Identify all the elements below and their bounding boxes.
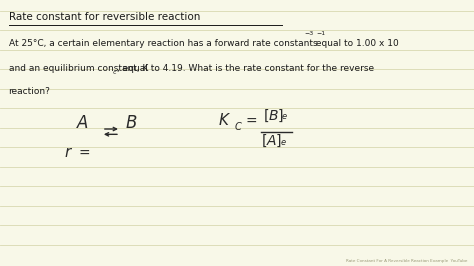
Text: s: s — [312, 39, 317, 48]
Text: $K$: $K$ — [218, 112, 231, 128]
Text: $r$: $r$ — [64, 145, 73, 160]
Text: $C$: $C$ — [234, 120, 243, 132]
Text: $A$: $A$ — [76, 114, 89, 132]
Text: and an equilibrium constant, K: and an equilibrium constant, K — [9, 64, 148, 73]
Text: Rate constant for reversible reaction: Rate constant for reversible reaction — [9, 12, 200, 22]
Text: $[A]$: $[A]$ — [261, 133, 282, 149]
Text: −1: −1 — [316, 31, 325, 36]
Text: −3: −3 — [305, 31, 314, 36]
Text: $=$: $=$ — [243, 113, 258, 127]
Text: , equal to 4.19. What is the rate constant for the reverse: , equal to 4.19. What is the rate consta… — [117, 64, 374, 73]
Text: c: c — [113, 70, 117, 76]
Text: At 25°C, a certain elementary reaction has a forward rate constant equal to 1.00: At 25°C, a certain elementary reaction h… — [9, 39, 398, 48]
Text: Rate Constant For A Reversible Reaction Example  YouTube: Rate Constant For A Reversible Reaction … — [346, 259, 467, 263]
Text: reaction?: reaction? — [9, 87, 50, 96]
Text: $=$: $=$ — [76, 145, 91, 159]
Text: $[B]$: $[B]$ — [263, 108, 284, 124]
Text: $e$: $e$ — [280, 138, 286, 147]
Text: $B$: $B$ — [125, 114, 137, 132]
Text: $e$: $e$ — [281, 112, 288, 121]
